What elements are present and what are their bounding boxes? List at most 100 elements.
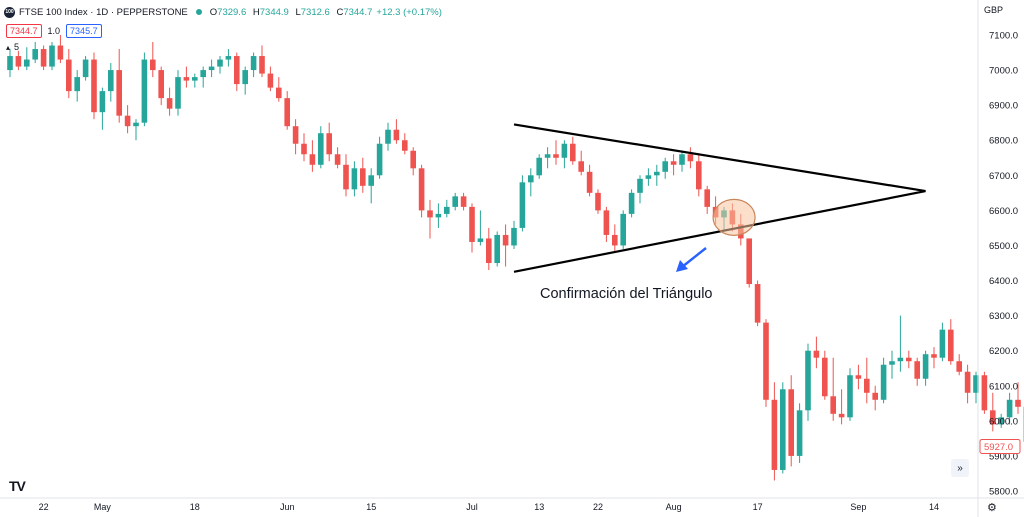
candle[interactable] xyxy=(536,154,542,179)
candle[interactable] xyxy=(629,189,635,217)
candle[interactable] xyxy=(864,358,870,404)
gear-icon[interactable]: ⚙ xyxy=(987,501,997,514)
candle[interactable] xyxy=(66,49,72,98)
candle[interactable] xyxy=(948,319,954,365)
candle[interactable] xyxy=(982,372,988,414)
candle[interactable] xyxy=(251,53,257,78)
candle[interactable] xyxy=(16,51,22,70)
candle[interactable] xyxy=(646,168,652,186)
candle[interactable] xyxy=(217,56,223,74)
candle[interactable] xyxy=(301,133,307,161)
candle[interactable] xyxy=(562,140,568,168)
candle[interactable] xyxy=(58,35,64,63)
candle[interactable] xyxy=(654,165,660,186)
candle[interactable] xyxy=(158,67,164,106)
candle[interactable] xyxy=(679,151,685,172)
candle[interactable] xyxy=(209,60,215,78)
candle[interactable] xyxy=(746,238,752,287)
candle[interactable] xyxy=(125,105,131,133)
candle[interactable] xyxy=(494,231,500,266)
currency-label[interactable]: GBP xyxy=(984,5,1003,15)
candle[interactable] xyxy=(696,154,702,196)
candle[interactable] xyxy=(856,365,862,390)
candle[interactable] xyxy=(7,49,13,77)
tradingview-logo-icon[interactable]: TV xyxy=(9,478,25,494)
candle[interactable] xyxy=(520,175,526,231)
triangle-lower-line[interactable] xyxy=(514,191,926,272)
candle[interactable] xyxy=(839,389,845,424)
candle[interactable] xyxy=(847,368,853,421)
candle[interactable] xyxy=(74,70,80,102)
candle[interactable] xyxy=(906,351,912,369)
candle[interactable] xyxy=(772,382,778,480)
candle[interactable] xyxy=(620,210,626,249)
candle[interactable] xyxy=(763,319,769,407)
forward-icon[interactable]: » xyxy=(951,459,969,477)
candle[interactable] xyxy=(830,358,836,421)
candle[interactable] xyxy=(469,203,475,252)
candle[interactable] xyxy=(310,140,316,172)
candle[interactable] xyxy=(318,126,324,168)
candle[interactable] xyxy=(595,189,601,214)
candle[interactable] xyxy=(192,74,198,88)
candle[interactable] xyxy=(268,67,274,92)
candle[interactable] xyxy=(914,358,920,386)
candle[interactable] xyxy=(410,147,416,175)
candle[interactable] xyxy=(133,119,139,140)
candle[interactable] xyxy=(637,175,643,203)
candle[interactable] xyxy=(352,161,358,196)
candle[interactable] xyxy=(553,140,559,165)
indicators-toggle[interactable]: ▴ 5 xyxy=(6,42,19,52)
candle[interactable] xyxy=(704,186,710,214)
candle[interactable] xyxy=(259,46,265,78)
candle[interactable] xyxy=(100,88,106,130)
candle[interactable] xyxy=(956,354,962,375)
candle[interactable] xyxy=(755,281,761,327)
candle[interactable] xyxy=(32,42,38,63)
symbol-title[interactable]: FTSE 100 Index · 1D · PEPPERSTONE xyxy=(19,7,188,18)
candle[interactable] xyxy=(780,382,786,473)
candle[interactable] xyxy=(385,123,391,151)
candle[interactable] xyxy=(528,168,534,196)
bid-price-button[interactable]: 7344.7 xyxy=(6,24,42,38)
candle[interactable] xyxy=(486,228,492,270)
candle[interactable] xyxy=(419,165,425,218)
candle[interactable] xyxy=(368,168,374,203)
candle[interactable] xyxy=(604,207,610,242)
candle[interactable] xyxy=(377,137,383,179)
candle[interactable] xyxy=(108,63,114,102)
candle[interactable] xyxy=(965,365,971,404)
candle[interactable] xyxy=(788,375,794,466)
candle[interactable] xyxy=(226,49,232,67)
candle[interactable] xyxy=(872,386,878,411)
candle[interactable] xyxy=(83,56,89,81)
candle[interactable] xyxy=(343,154,349,196)
candle[interactable] xyxy=(688,147,694,168)
ask-price-button[interactable]: 7345.7 xyxy=(66,24,102,38)
candle[interactable] xyxy=(570,137,576,165)
candle[interactable] xyxy=(444,200,450,218)
candle[interactable] xyxy=(150,42,156,77)
chevron-up-icon[interactable]: ▴ xyxy=(6,43,10,52)
candle[interactable] xyxy=(116,49,122,123)
candle[interactable] xyxy=(511,221,517,249)
candle[interactable] xyxy=(41,46,47,71)
candle[interactable] xyxy=(326,123,332,162)
candle[interactable] xyxy=(461,193,467,211)
triangle-upper-line[interactable] xyxy=(514,124,926,191)
candle[interactable] xyxy=(578,151,584,176)
candle[interactable] xyxy=(940,323,946,362)
candle[interactable] xyxy=(360,158,366,193)
candle[interactable] xyxy=(671,154,677,175)
candle[interactable] xyxy=(436,203,442,228)
candle[interactable] xyxy=(142,53,148,127)
candle[interactable] xyxy=(452,193,458,211)
candle[interactable] xyxy=(881,358,887,404)
candle[interactable] xyxy=(284,91,290,130)
candle[interactable] xyxy=(242,67,248,95)
candle[interactable] xyxy=(898,316,904,372)
candle[interactable] xyxy=(814,337,820,369)
candle[interactable] xyxy=(822,351,828,400)
breakout-highlight-ellipse[interactable] xyxy=(713,199,755,235)
